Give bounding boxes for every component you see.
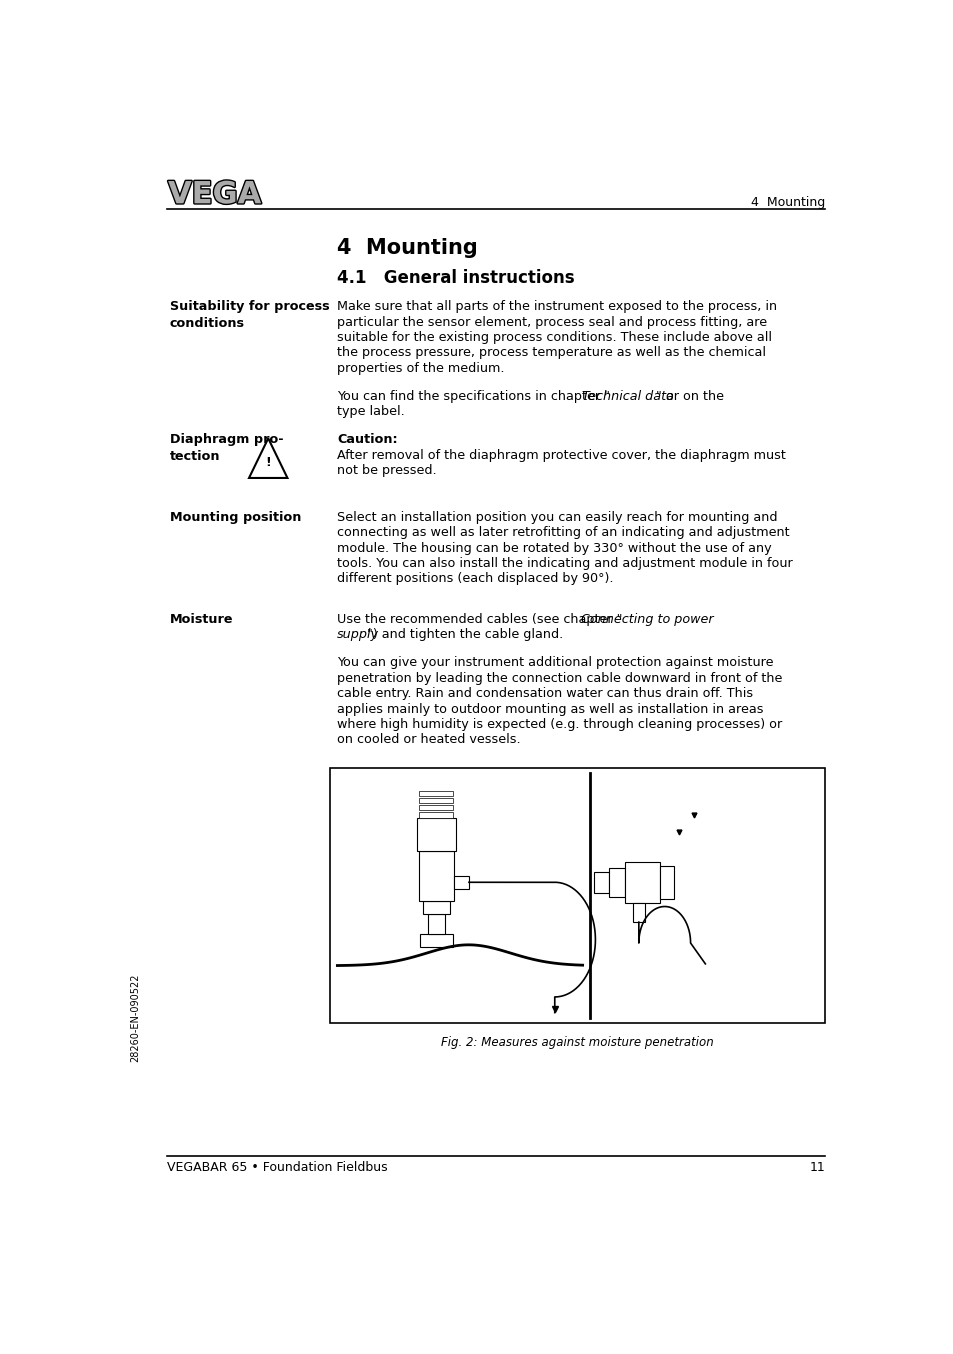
Text: suitable for the existing process conditions. These include above all: suitable for the existing process condit…	[337, 330, 772, 344]
Text: Moisture: Moisture	[170, 613, 233, 626]
Bar	[454, 876, 469, 888]
Text: VEGA: VEGA	[168, 180, 261, 210]
Bar	[427, 914, 445, 934]
Text: VEGA: VEGA	[168, 180, 261, 210]
Bar	[593, 872, 608, 894]
Text: particular the sensor element, process seal and process fitting, are: particular the sensor element, process s…	[337, 315, 766, 329]
FancyBboxPatch shape	[330, 768, 824, 1024]
Bar	[423, 900, 449, 914]
Text: You can find the specifications in chapter ": You can find the specifications in chapt…	[337, 390, 610, 402]
Text: the process pressure, process temperature as well as the chemical: the process pressure, process temperatur…	[337, 347, 765, 359]
Text: 4  Mounting: 4 Mounting	[337, 237, 477, 257]
Bar	[419, 791, 453, 796]
Text: Connecting to power: Connecting to power	[580, 613, 713, 626]
Text: 4.1   General instructions: 4.1 General instructions	[337, 269, 575, 287]
Bar	[608, 868, 624, 898]
Text: Use the recommended cables (see chapter ": Use the recommended cables (see chapter …	[337, 613, 622, 626]
Text: Fig. 2: Measures against moisture penetration: Fig. 2: Measures against moisture penetr…	[441, 1036, 713, 1048]
Text: on cooled or heated vessels.: on cooled or heated vessels.	[337, 734, 520, 746]
Text: type label.: type label.	[337, 405, 405, 418]
Text: Suitability for process
conditions: Suitability for process conditions	[170, 301, 329, 330]
Text: 4  Mounting: 4 Mounting	[750, 195, 824, 209]
Text: VEGA: VEGA	[168, 180, 261, 210]
Bar	[419, 812, 453, 818]
Text: Diaphragm pro-
tection: Diaphragm pro- tection	[170, 433, 283, 463]
Text: Mounting position: Mounting position	[170, 510, 300, 524]
Text: !: !	[265, 456, 271, 470]
Text: 11: 11	[809, 1162, 824, 1174]
Text: Caution:: Caution:	[337, 433, 397, 445]
Text: VEGABAR 65 • Foundation Fieldbus: VEGABAR 65 • Foundation Fieldbus	[167, 1162, 388, 1174]
Text: You can give your instrument additional protection against moisture: You can give your instrument additional …	[337, 657, 773, 669]
Bar	[419, 798, 453, 803]
Bar	[418, 852, 454, 900]
Text: 28260-EN-090522: 28260-EN-090522	[131, 974, 140, 1062]
Text: tools. You can also install the indicating and adjustment module in four: tools. You can also install the indicati…	[337, 556, 792, 570]
Text: where high humidity is expected (e.g. through cleaning processes) or: where high humidity is expected (e.g. th…	[337, 718, 781, 731]
Text: Select an installation position you can easily reach for mounting and: Select an installation position you can …	[337, 510, 777, 524]
Bar	[416, 818, 456, 852]
Text: properties of the medium.: properties of the medium.	[337, 362, 504, 375]
Bar	[659, 865, 673, 899]
Text: connecting as well as later retrofitting of an indicating and adjustment: connecting as well as later retrofitting…	[337, 527, 789, 539]
Text: Technical data: Technical data	[581, 390, 674, 402]
Text: different positions (each displaced by 90°).: different positions (each displaced by 9…	[337, 573, 613, 585]
Bar	[624, 861, 659, 903]
Bar	[419, 806, 453, 810]
Bar	[419, 934, 453, 946]
Text: ") and tighten the cable gland.: ") and tighten the cable gland.	[367, 628, 562, 642]
Text: not be pressed.: not be pressed.	[337, 464, 436, 477]
Text: After removal of the diaphragm protective cover, the diaphragm must: After removal of the diaphragm protectiv…	[337, 448, 785, 462]
Text: supply: supply	[337, 628, 379, 642]
Bar	[632, 903, 644, 922]
Text: applies mainly to outdoor mounting as well as installation in areas: applies mainly to outdoor mounting as we…	[337, 703, 763, 715]
Text: cable entry. Rain and condensation water can thus drain off. This: cable entry. Rain and condensation water…	[337, 686, 753, 700]
Text: module. The housing can be rotated by 330° without the use of any: module. The housing can be rotated by 33…	[337, 542, 771, 555]
Text: " or on the: " or on the	[656, 390, 723, 402]
Text: Make sure that all parts of the instrument exposed to the process, in: Make sure that all parts of the instrume…	[337, 301, 777, 313]
Text: penetration by leading the connection cable downward in front of the: penetration by leading the connection ca…	[337, 672, 781, 685]
